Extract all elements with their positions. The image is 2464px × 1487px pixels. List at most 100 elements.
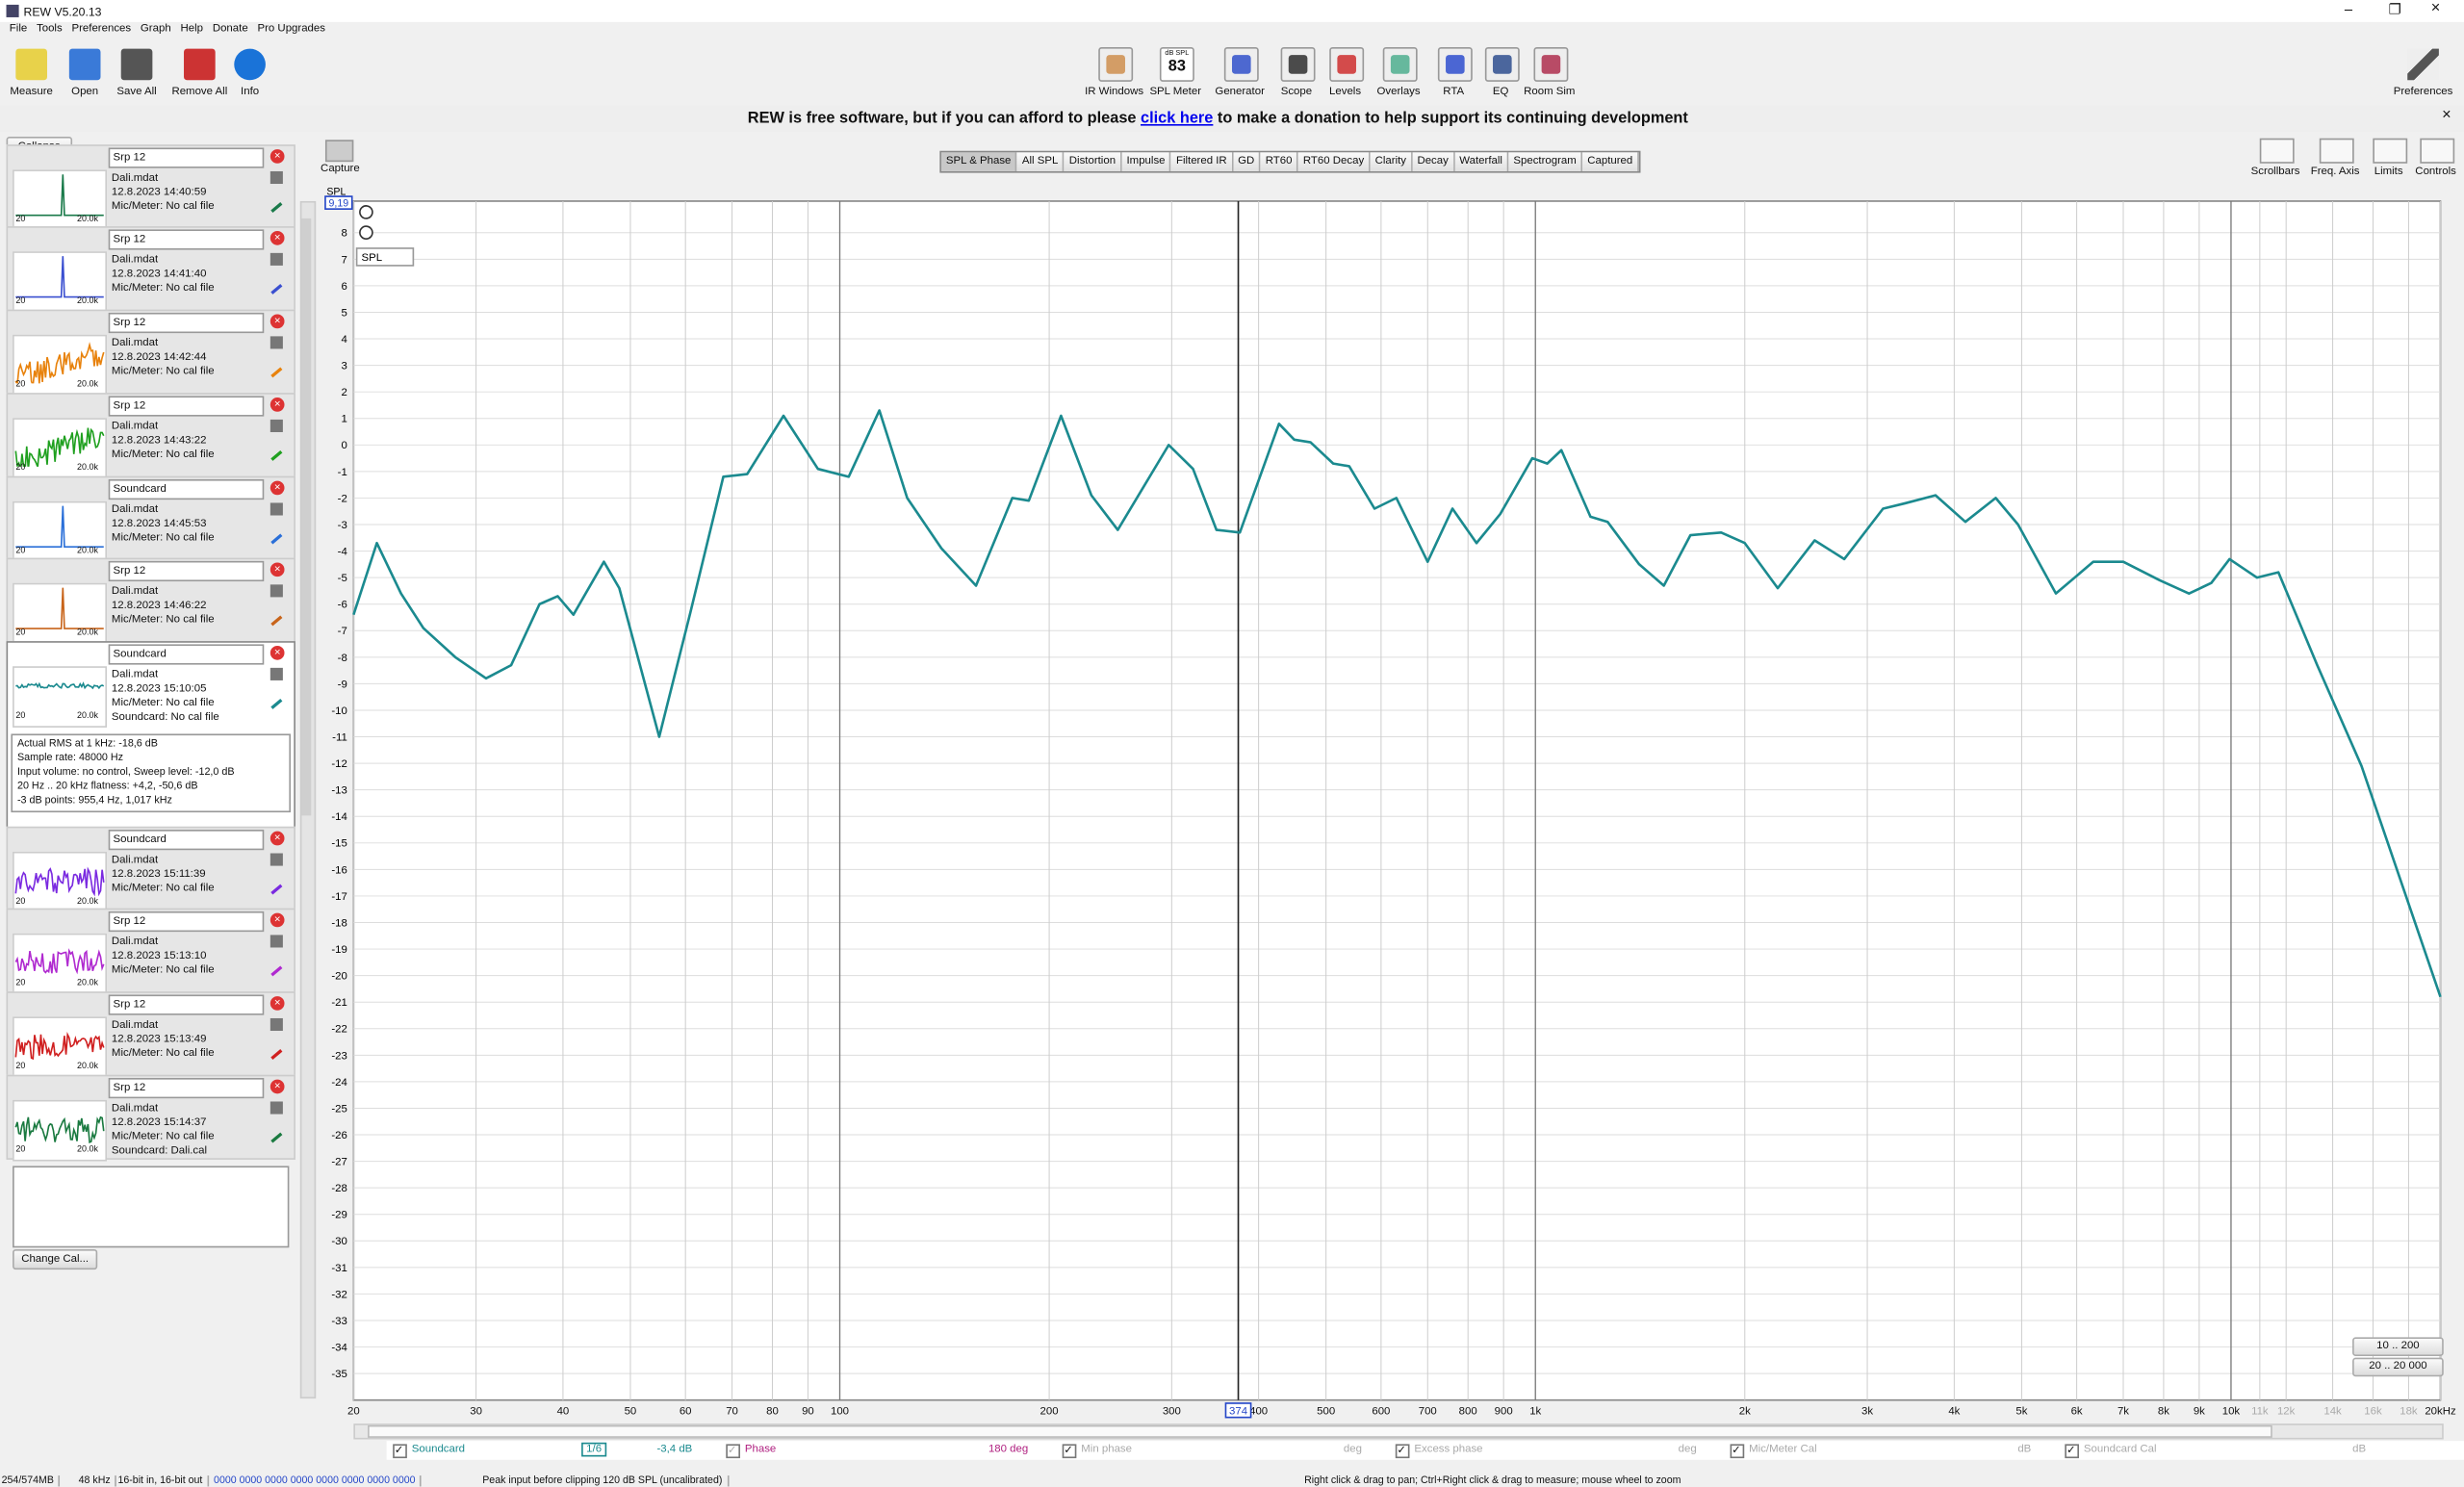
- measurement-name[interactable]: Srp 12: [108, 910, 265, 933]
- menu-item[interactable]: Pro Upgrades: [257, 23, 326, 35]
- zoom-preset[interactable]: 20 .. 20 000: [2352, 1357, 2444, 1377]
- graph-tab[interactable]: Clarity: [1370, 152, 1413, 171]
- graph-tab[interactable]: RT60: [1260, 152, 1298, 171]
- measurement-name[interactable]: Srp 12: [108, 229, 265, 250]
- edit-icon[interactable]: [270, 1101, 283, 1115]
- measurement-name[interactable]: Srp 12: [108, 1078, 265, 1099]
- toolbar-button[interactable]: Remove All: [171, 42, 228, 102]
- graph-tab[interactable]: SPL & Phase: [940, 152, 1017, 171]
- measurement-name[interactable]: Srp 12: [108, 396, 265, 417]
- measurement-name[interactable]: Soundcard: [108, 478, 265, 500]
- toolbar-button[interactable]: Generator: [1205, 42, 1274, 102]
- graph-tab[interactable]: Waterfall: [1454, 152, 1509, 171]
- graph-tab[interactable]: Distortion: [1064, 152, 1122, 171]
- measurement-name[interactable]: Srp 12: [108, 147, 265, 168]
- toolbar-button[interactable]: Levels: [1311, 42, 1380, 102]
- measurement-name[interactable]: Soundcard: [108, 830, 265, 851]
- graph-tab[interactable]: GD: [1233, 152, 1261, 171]
- menu-item[interactable]: Preferences: [71, 23, 132, 35]
- banner-link[interactable]: click here: [1141, 110, 1214, 128]
- menu-item[interactable]: Graph: [140, 23, 171, 35]
- edit-icon[interactable]: [270, 170, 283, 185]
- smoothing[interactable]: 1/6: [581, 1442, 607, 1457]
- menu-item[interactable]: File: [9, 23, 28, 35]
- capture-button[interactable]: Capture: [321, 140, 360, 180]
- checkbox[interactable]: ✓: [1730, 1444, 1745, 1459]
- checkbox[interactable]: ✓: [393, 1444, 407, 1459]
- menu-item[interactable]: Tools: [37, 23, 63, 35]
- edit-icon[interactable]: [270, 419, 283, 432]
- edit-icon[interactable]: [270, 667, 283, 680]
- remove-button[interactable]: ×: [270, 1079, 285, 1094]
- measurement-name[interactable]: Srp 12: [108, 312, 265, 334]
- toolbar-button[interactable]: Scope: [1262, 42, 1331, 102]
- menu-item[interactable]: Donate: [212, 23, 248, 35]
- toolbar-button[interactable]: Overlays: [1364, 42, 1433, 102]
- zoom-preset[interactable]: 10 .. 200: [2352, 1337, 2444, 1356]
- toolbar-button[interactable]: EQ: [1466, 42, 1535, 102]
- edit-icon[interactable]: [270, 853, 283, 866]
- menu-item[interactable]: Help: [180, 23, 204, 35]
- remove-button[interactable]: ×: [270, 646, 285, 660]
- graph-tab[interactable]: Impulse: [1121, 152, 1172, 171]
- toolbar-button[interactable]: Measure: [3, 42, 60, 102]
- toolbar-button[interactable]: Open: [57, 42, 114, 102]
- remove-button[interactable]: ×: [270, 912, 285, 928]
- toolbar-button[interactable]: Room Sim: [1515, 42, 1584, 102]
- toolbar-button[interactable]: Preferences: [2389, 42, 2458, 102]
- toolbar-button[interactable]: dB SPL 83 SPL Meter: [1141, 42, 1210, 102]
- edit-icon[interactable]: [270, 935, 283, 948]
- remove-button[interactable]: ×: [270, 996, 285, 1011]
- edit-icon[interactable]: [270, 336, 283, 349]
- remove-button[interactable]: ×: [270, 480, 285, 496]
- graph-tab[interactable]: RT60 Decay: [1297, 152, 1371, 171]
- measurement-name[interactable]: Srp 12: [108, 560, 265, 582]
- scroll-thumb[interactable]: [301, 218, 312, 816]
- measurement-name[interactable]: Soundcard: [108, 644, 265, 665]
- maximize[interactable]: ❐: [2388, 1, 2401, 17]
- notes-box[interactable]: [13, 1166, 290, 1248]
- toolbar-button[interactable]: Save All: [109, 42, 166, 102]
- toolbar-button[interactable]: IR Windows: [1080, 42, 1149, 102]
- change-cal-button[interactable]: Change Cal...: [13, 1248, 98, 1270]
- graph-tab[interactable]: Spectrogram: [1508, 152, 1583, 171]
- graph-tab[interactable]: Filtered IR: [1171, 152, 1234, 171]
- checkbox[interactable]: ✓: [1062, 1444, 1077, 1459]
- graph-control[interactable]: Scrollbars: [2247, 138, 2304, 183]
- graph-tab[interactable]: All SPL: [1016, 152, 1065, 171]
- banner-close[interactable]: ×: [2442, 107, 2451, 124]
- toolbar-button[interactable]: Info: [221, 42, 278, 102]
- remove-button[interactable]: ×: [270, 562, 285, 577]
- measurement-name[interactable]: Srp 12: [108, 994, 265, 1015]
- minimize[interactable]: –: [2344, 1, 2353, 17]
- remove-button[interactable]: ×: [270, 314, 285, 329]
- remove-button[interactable]: ×: [270, 230, 285, 245]
- graph-control[interactable]: Limits: [2360, 138, 2417, 183]
- edit-icon[interactable]: [270, 502, 283, 516]
- edit-icon[interactable]: [270, 584, 283, 598]
- checkbox[interactable]: ✓: [1395, 1444, 1410, 1459]
- graph-tab[interactable]: Captured: [1582, 152, 1639, 171]
- remove-button[interactable]: ×: [270, 831, 285, 846]
- checkbox[interactable]: ✓: [726, 1444, 740, 1459]
- graph-tab[interactable]: Decay: [1412, 152, 1455, 171]
- close[interactable]: ×: [2430, 0, 2441, 17]
- remove-button[interactable]: ×: [270, 149, 285, 164]
- graph-control[interactable]: Freq. Axis: [2307, 138, 2364, 183]
- graph-control[interactable]: Controls: [2407, 138, 2464, 183]
- toolbar-button[interactable]: RTA: [1419, 42, 1488, 102]
- h-scroll-thumb[interactable]: [368, 1424, 2272, 1438]
- remove-button[interactable]: ×: [270, 397, 285, 412]
- edit-icon[interactable]: [270, 252, 283, 266]
- checkbox[interactable]: ✓: [2065, 1444, 2079, 1459]
